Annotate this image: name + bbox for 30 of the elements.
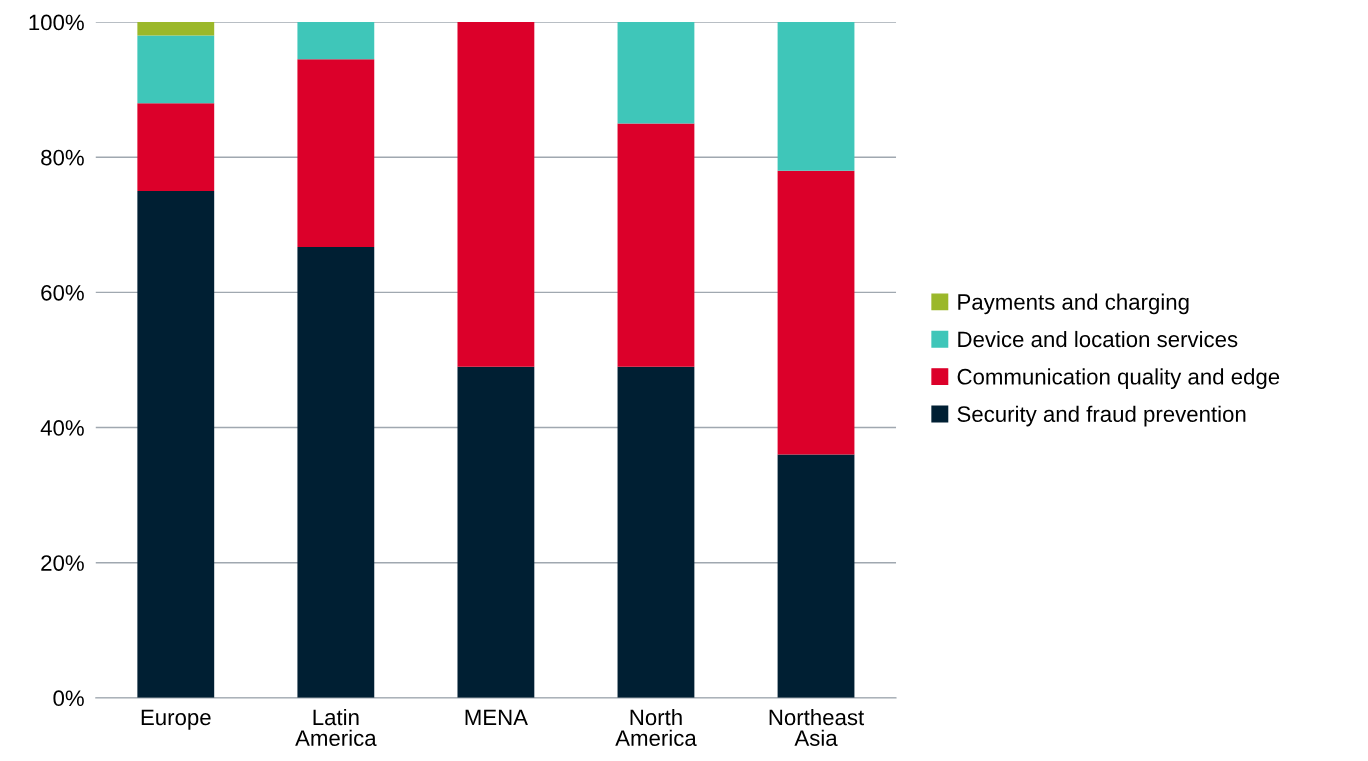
x-tick-label: MENA — [465, 709, 528, 726]
bar — [617, 22, 695, 124]
legend-label: Device and location services — [958, 330, 1238, 348]
bar — [137, 22, 215, 36]
y-tick-label: 60% — [41, 284, 84, 301]
legend-label: Security and fraud prevention — [957, 405, 1246, 427]
x-tick-label: Northeast Asia — [769, 708, 865, 746]
x-tick-label: North America — [615, 708, 697, 746]
x-tick-label: Latin America — [295, 708, 377, 746]
bar — [617, 366, 695, 698]
x-tick-label: Europe — [141, 709, 211, 730]
bar — [297, 59, 375, 248]
bar — [297, 22, 375, 60]
bar — [137, 191, 215, 698]
bar — [777, 22, 855, 171]
y-tick-label: 100% — [29, 14, 84, 31]
bar — [777, 454, 855, 698]
bar — [617, 123, 695, 367]
bar — [137, 35, 215, 104]
legend-label: Communication quality and edge — [957, 368, 1280, 389]
bar — [137, 103, 215, 192]
legend-label: Payments and charging — [958, 293, 1189, 315]
y-tick-label: 20% — [41, 555, 84, 571]
y-tick-label: 80% — [41, 149, 84, 166]
bar — [457, 22, 535, 367]
y-tick-label: 0% — [53, 690, 84, 707]
y-tick-label: 40% — [40, 420, 84, 436]
bar — [297, 247, 375, 698]
bar — [777, 170, 855, 455]
bar — [457, 366, 535, 698]
